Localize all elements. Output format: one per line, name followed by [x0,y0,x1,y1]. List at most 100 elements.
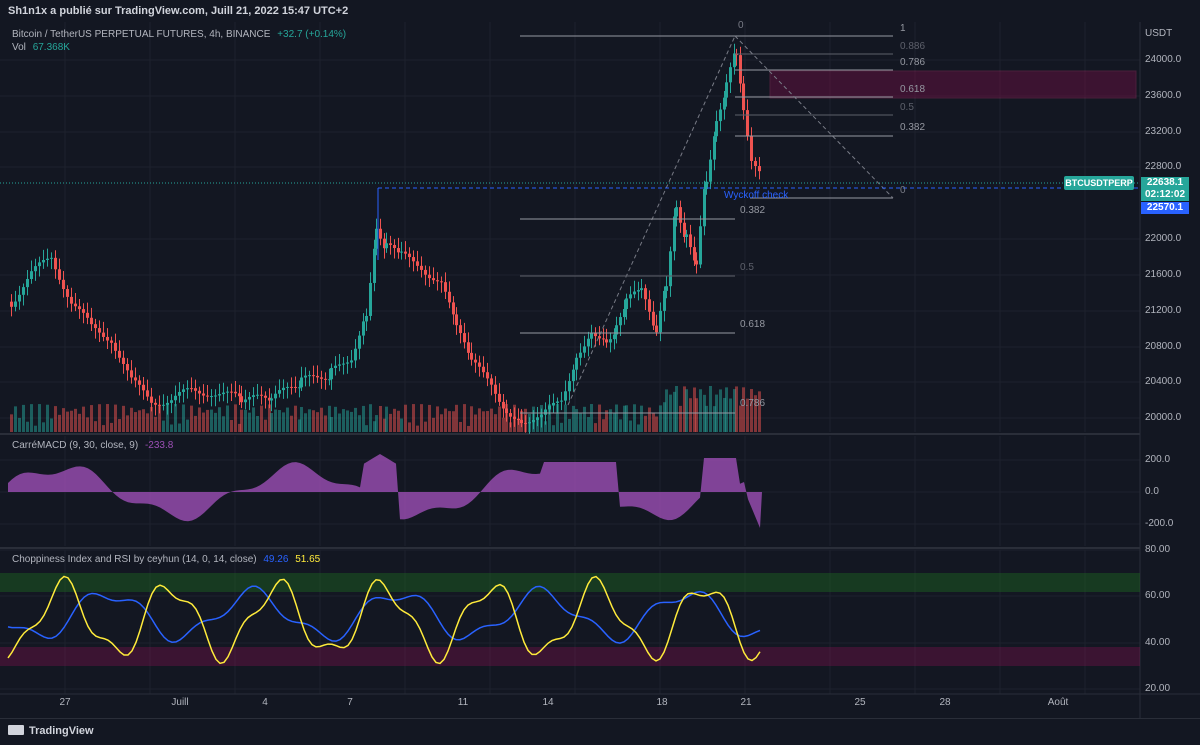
brand-name: TradingView [29,725,94,737]
fib-label: 0.886 [900,41,926,52]
fib-label: 0.786 [900,57,926,68]
candle-body [689,234,692,248]
candle-body [695,260,698,265]
volume-bar [685,389,688,432]
volume-bar [206,409,209,432]
candle-body [18,294,21,302]
candle-body [444,282,447,292]
candle-body [308,375,311,377]
candle-body [564,391,567,401]
candle-body [298,387,301,389]
candle-body [509,413,512,417]
wyckoff-annotation[interactable]: Wyckoff check [724,190,789,201]
volume-bar [482,411,485,432]
volume-bar [509,422,512,432]
candle-body [130,370,133,378]
volume-bar [238,423,241,432]
volume-bar [467,425,470,432]
candle-body [652,311,655,326]
volume-bar [524,408,527,432]
volume-bar [587,417,590,432]
candle-body [274,393,277,399]
time-tick: 14 [542,697,554,708]
candle-body [365,315,368,322]
time-tick: 27 [59,697,71,708]
candle-body [94,324,97,329]
volume-legend[interactable]: Vol 67.368K [12,42,74,53]
volume-label: Vol [12,42,26,53]
volume-bar [264,419,267,432]
volume-bar [142,409,145,432]
candle-body [613,334,616,340]
volume-bar [459,421,462,432]
chop-legend[interactable]: Choppiness Index and RSI by ceyhun (14, … [12,554,324,565]
volume-bar [202,412,205,432]
candle-body [556,401,559,403]
price-tick: 20000.0 [1145,412,1182,423]
price-tick: 21600.0 [1145,269,1182,280]
volume-bar [260,405,263,432]
candle-body [482,366,485,373]
volume-bar [278,410,281,432]
symbol-title[interactable]: Bitcoin / TetherUS PERPETUAL FUTURES, 4h… [12,29,271,40]
candle-body [452,302,455,315]
candle-body [34,266,37,272]
time-tick: Juill [171,697,189,708]
candle-body [502,401,505,409]
candle-body [379,228,382,239]
volume-bar [158,405,161,432]
candle-body [182,389,185,392]
candle-body [725,82,728,98]
candle-body [198,390,201,394]
candle-body [474,359,477,363]
candle-body [62,279,65,290]
candle-body [713,136,716,160]
volume-bar [218,407,221,432]
volume-bar [190,405,193,432]
volume-bar [248,412,251,432]
candle-body [350,360,353,363]
time-tick: 4 [262,697,268,708]
volume-bar [110,422,113,432]
candle-body [758,166,761,172]
candle-body [186,388,189,390]
candle-body [590,332,593,339]
volume-bar [693,387,696,432]
candle-body [486,372,489,379]
volume-bar [78,413,81,432]
candle-body [568,381,571,392]
candle-body [238,393,241,397]
candle-body [114,342,117,351]
candle-body [202,393,205,396]
candle-body [440,281,443,283]
macd-legend[interactable]: CarréMACD (9, 30, close, 9) -233.8 [12,440,177,451]
tradingview-logo[interactable]: TradingView [8,725,94,737]
fib-label: 1 [900,23,906,34]
candle-body [436,280,439,282]
volume-bar [655,416,658,432]
candle-body [739,55,742,84]
volume-bar [455,404,458,432]
price-tick: 23600.0 [1145,90,1182,101]
time-tick: 28 [939,697,951,708]
candle-body [498,393,501,402]
volume-bar [342,409,345,432]
candle-body [38,262,41,267]
candle-body [659,310,662,333]
volume-bar [494,414,497,432]
candle-body [544,409,547,415]
candle-body [637,290,640,292]
volume-bar [373,421,376,432]
candle-body [685,234,688,237]
volume-bar [633,404,636,432]
macd-tick: 200.0 [1145,454,1171,465]
volume-bar [652,412,655,432]
candle-body [278,390,281,394]
volume-bar [750,389,753,432]
volume-bar [713,406,716,432]
price-tick: 23200.0 [1145,126,1182,137]
volume-bar [598,404,601,432]
volume-bar [286,407,289,432]
fib-label: 0.786 [740,398,766,409]
